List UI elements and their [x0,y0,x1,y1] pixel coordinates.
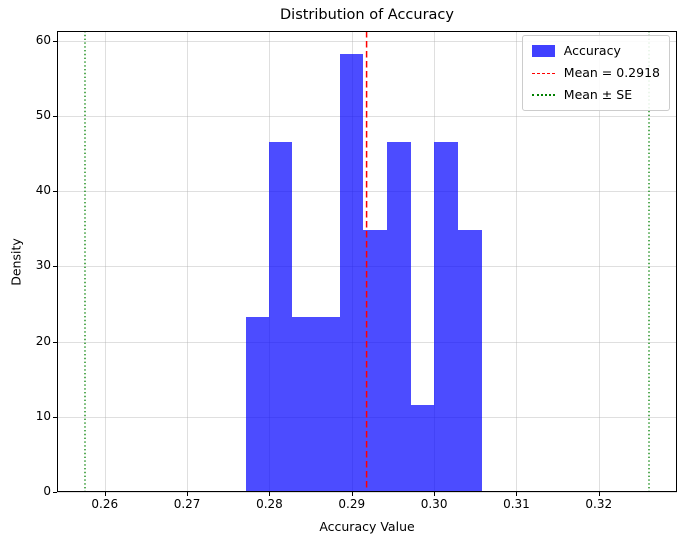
x-tick-mark [269,492,271,496]
y-tick-mark [53,191,57,193]
gridline-horizontal [57,191,677,193]
legend-item-mean: Mean = 0.2918 [531,62,660,84]
legend-item-se: Mean ± SE [531,84,660,106]
x-tick-label: 0.30 [420,497,448,511]
x-tick-label: 0.29 [338,497,366,511]
y-tick-label: 0 [43,484,51,498]
y-tick-mark [53,40,57,42]
x-tick-label: 0.27 [173,497,201,511]
chart-title: Distribution of Accuracy [280,7,454,23]
x-tick-mark [516,492,518,496]
y-tick-mark [53,492,57,493]
x-tick-mark [434,492,436,496]
plot-area: Accuracy Mean = 0.2918 Mean ± SE [57,31,677,493]
legend-label: Mean ± SE [563,87,633,102]
legend-swatch-accuracy-patch [531,45,555,57]
histogram-bar [292,316,317,492]
y-tick-label: 10 [35,408,51,423]
x-tick-label: 0.26 [91,497,119,511]
histogram-bar [411,404,435,492]
histogram-bar [245,316,270,492]
histogram-bar [434,141,458,492]
y-tick-mark [53,266,57,268]
y-tick-mark [53,416,57,418]
gridline-vertical [516,31,518,492]
y-tick-mark [53,115,57,117]
x-tick-mark [104,492,106,496]
histogram-bar [457,229,482,492]
legend-label: Accuracy [563,43,621,58]
histogram-bar [340,54,364,492]
y-tick-label: 60 [35,32,51,47]
y-tick-label: 40 [35,183,51,198]
y-tick-label: 50 [35,107,51,122]
legend: Accuracy Mean = 0.2918 Mean ± SE [521,35,670,111]
legend-swatch-mean-dashed-line [531,72,555,74]
x-tick-label: 0.28 [256,497,283,511]
gridline-horizontal [57,492,677,493]
gridline-vertical [104,31,106,492]
y-tick-mark [53,341,57,343]
y-tick-label: 30 [35,258,51,273]
y-tick-label: 20 [35,333,51,348]
gridline-vertical [187,31,189,492]
legend-label: Mean = 0.2918 [563,65,660,80]
x-tick-label: 0.32 [585,497,613,511]
legend-swatch-se-dotted-line [531,94,555,96]
histogram-bar [316,316,341,492]
x-axis-label: Accuracy Value [319,519,415,534]
x-tick-mark [187,492,189,496]
histogram-bar [363,229,388,492]
legend-item-accuracy: Accuracy [531,40,660,62]
x-tick-mark [351,492,353,496]
histogram-bar [269,141,293,492]
x-tick-label: 0.31 [503,497,530,511]
histogram-bar [387,141,412,492]
gridline-vertical [598,31,600,492]
x-tick-mark [598,492,600,496]
gridline-horizontal [57,115,677,117]
